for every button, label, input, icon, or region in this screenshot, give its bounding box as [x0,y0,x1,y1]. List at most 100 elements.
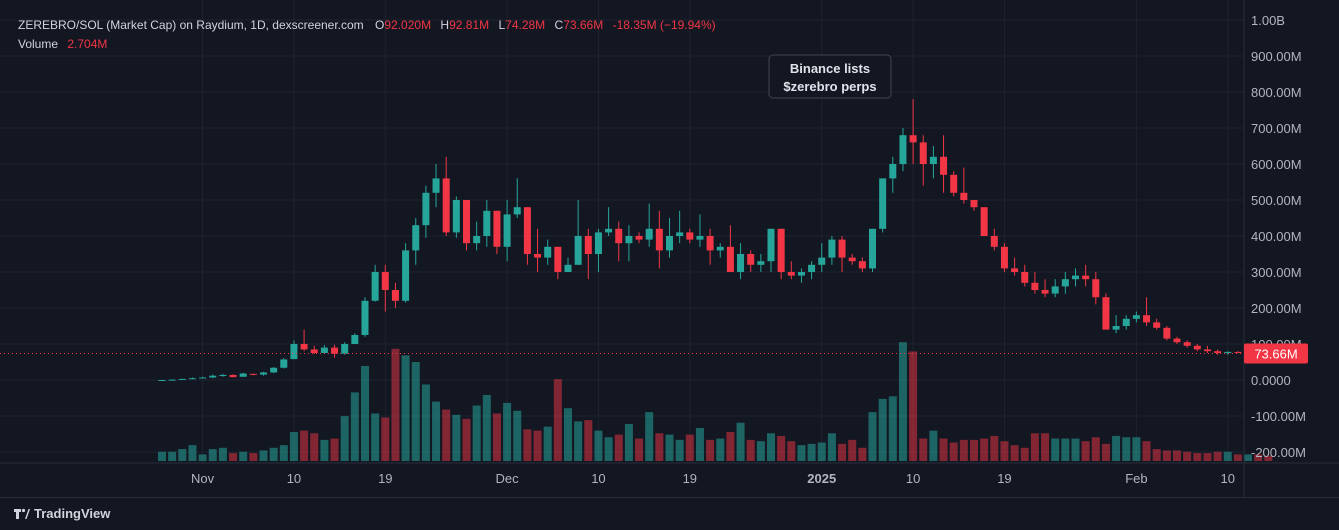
candle-body [625,236,633,244]
price-axis-label: 400.00M [1251,229,1302,244]
volume-bar [959,439,968,461]
candle-body [564,264,572,272]
candle-body [351,335,359,344]
candle-body [1183,342,1191,346]
candle-body [797,272,805,276]
volume-bar [604,437,613,461]
candle-body [493,210,501,247]
time-axis[interactable]: Nov 10 19 Dec 10 19 2025 10 19 Feb 10 [191,471,1235,486]
candle-body [1112,326,1120,330]
time-axis-label: Feb [1125,471,1147,486]
candle-body [584,236,592,254]
volume-bar [1051,438,1060,461]
volume-bar [188,445,197,461]
candle-body [615,228,623,244]
volume-bar [888,396,897,461]
candle-body [1051,286,1059,294]
candle-body [463,200,470,244]
volume-bar [574,421,583,461]
legend-row-2: Volume 2.704M [18,37,107,51]
volume-bar [543,426,552,461]
volume-layer [158,342,1273,461]
candle-body [452,200,460,233]
candle-body [869,228,876,269]
candle-body [1132,315,1140,319]
candle-body [168,379,176,381]
volume-bar [909,351,918,461]
candle-body [290,344,298,360]
candle-body [990,236,998,247]
volume-bar [706,439,715,461]
candle-body [473,236,481,244]
tradingview-brand[interactable]: TradingView [34,506,111,521]
volume-bar [1132,437,1141,461]
volume-bar [980,438,989,461]
volume-bar [564,408,572,461]
candle-body [848,257,856,262]
volume-bar [1244,454,1253,461]
candle-body [1021,272,1029,283]
candlestick-chart[interactable]: 1.00B 900.00M 800.00M 700.00M 600.00M 500.00M… [0,0,1339,497]
volume-bar [371,413,380,461]
volume-bar [665,434,674,461]
time-axis-label: 10 [287,471,301,486]
legend-open-value: 92.020M [384,18,431,32]
candle-body [1193,345,1201,350]
candle-body [331,347,339,354]
current-price-label: 73.66M [1254,346,1297,361]
candle-body [1072,275,1079,280]
volume-bar [726,431,735,461]
volume-bar [1142,441,1151,461]
candle-body [1122,318,1130,326]
candle-body [1234,351,1242,353]
volume-bar [1203,453,1212,461]
candle-body [513,207,521,215]
time-axis-label: 19 [683,471,697,486]
volume-bar [472,405,481,461]
candle-body [676,232,684,236]
volume-bar [868,412,877,461]
price-axis-label: 600.00M [1251,157,1302,172]
candle-body [635,236,643,240]
candle-body [686,232,694,240]
volume-bar [1152,449,1161,461]
volume-bar [797,445,806,461]
volume-bar [442,409,451,461]
candle-body [645,228,653,240]
volume-bar [614,434,623,461]
candle-body [909,135,917,143]
candle-body [706,236,714,251]
time-axis-label: 10 [906,471,920,486]
volume-bar [858,447,867,461]
volume-bar [218,447,227,461]
volume-bar [320,439,329,461]
candle-body [534,254,542,258]
price-axis-label: 300.00M [1251,265,1302,280]
candle-body [574,236,582,265]
price-axis[interactable]: 1.00B 900.00M 800.00M 700.00M 600.00M 500.00M… [1251,13,1306,460]
volume-bar [350,392,359,461]
candle-body [1214,351,1222,353]
volume-bar [848,439,857,461]
candle-body [320,347,328,353]
volume-bar [462,418,471,461]
candle-body [341,344,349,354]
volume-bar [685,434,694,461]
legend-volume-label: Volume [18,37,58,51]
volume-bar [259,450,268,461]
time-axis-label: 2025 [807,471,836,486]
volume-bar [1162,450,1171,461]
volume-bar [401,355,410,461]
tradingview-logo-icon[interactable] [14,506,30,522]
volume-bar [310,433,319,461]
legend-row-1: ZEREBRO/SOL (Market Cap) on Raydium, 1D,… [18,18,716,32]
legend-change: -18.35M (−19.94%) [613,18,716,32]
footer-bar: TradingView [0,497,1339,530]
volume-bar [1061,438,1070,461]
volume-bar [827,433,836,461]
candle-body [1102,297,1110,330]
volume-bar [279,445,288,461]
volume-bar [1091,437,1100,461]
event-annotation[interactable]: Binance lists $zerebro perps [768,54,892,99]
volume-bar [421,384,430,461]
